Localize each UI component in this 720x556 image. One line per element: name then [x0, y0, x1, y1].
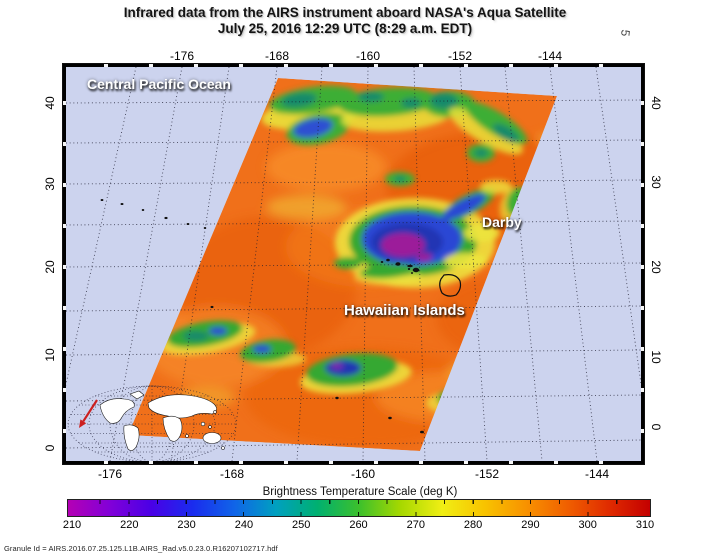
- lat-tick-right-10: 10: [649, 350, 663, 364]
- title-line-2: July 25, 2016 12:29 UTC (8:29 a.m. EDT): [217, 21, 473, 36]
- lat-tick-right-0: 0: [649, 423, 663, 431]
- colorbar: [67, 499, 651, 517]
- location-arrow: [79, 399, 98, 428]
- colorbar-tick-210: 210: [62, 519, 82, 531]
- colorbar-tick-290: 290: [521, 519, 540, 531]
- cold-cloud-patches: [160, 85, 533, 415]
- storm-label: Darby: [482, 214, 522, 230]
- colorbar-tick-270: 270: [406, 519, 425, 531]
- colorbar-tick-260: 260: [349, 519, 368, 531]
- lon-tick-top-4: -152: [447, 49, 473, 63]
- hawaiian-islands-shapes: [380, 258, 462, 297]
- storm-darby-clouds: [334, 180, 512, 288]
- lon-tick-bottom-4: -152: [474, 467, 500, 481]
- colorbar-tick-labels: 210 220 230 240 250 260 270 280 290 300 …: [63, 519, 654, 533]
- lon-tick-top-2: -168: [264, 49, 290, 63]
- lat-tick-right-30: 30: [649, 175, 663, 189]
- map-frame-bottom: [63, 461, 644, 464]
- stray-digit-label: 5: [618, 28, 633, 38]
- map-frame-left: [63, 64, 66, 464]
- colorbar-tick-280: 280: [463, 519, 483, 531]
- lat-tick-left-40: 40: [43, 96, 57, 110]
- continents: [99, 390, 225, 451]
- figure-title: Infrared data from the AIRS instrument a…: [0, 5, 690, 37]
- colorbar-tick-310: 310: [635, 519, 655, 531]
- colorbar-tick-220: 220: [120, 519, 139, 531]
- colorbar-tick-230: 230: [177, 519, 196, 531]
- colorbar-tick-300: 300: [578, 519, 597, 531]
- region-label: Central Pacific Ocean: [87, 76, 231, 92]
- colorbar-tick-240: 240: [234, 519, 254, 531]
- airs-data-swath: [128, 78, 557, 451]
- lon-tick-top-5: -144: [537, 49, 563, 63]
- colorbar-title: Brightness Temperature Scale (deg K): [262, 486, 458, 498]
- lon-tick-bottom-2: -168: [219, 467, 245, 481]
- lon-tick-top-3: -160: [355, 49, 381, 63]
- lat-tick-left-0: 0: [43, 444, 57, 452]
- islands: [100, 199, 462, 434]
- map-frame-top: [63, 64, 644, 67]
- lat-tick-right-40: 40: [649, 96, 663, 110]
- lat-tick-right-20: 20: [649, 260, 663, 274]
- big-island-outline: [439, 274, 462, 297]
- lat-tick-left-10: 10: [43, 348, 57, 362]
- islands-label: Hawaiian Islands: [344, 302, 465, 319]
- title-line-1: Infrared data from the AIRS instrument a…: [123, 5, 567, 20]
- lon-tick-bottom-3: -160: [350, 467, 376, 481]
- colorbar-minor-ticks: [72, 500, 645, 504]
- world-inset-map: [67, 385, 237, 461]
- map-graphic: [66, 67, 641, 461]
- lat-tick-left-20: 20: [43, 260, 57, 274]
- lon-tick-bottom-1: -176: [97, 467, 123, 481]
- map-frame-right: [641, 64, 644, 464]
- granule-id-text: Granule Id = AIRS.2016.07.25.125.L1B.AIR…: [4, 544, 278, 553]
- colorbar-major-ticks: [72, 512, 645, 516]
- lon-tick-bottom-5: -144: [584, 467, 610, 481]
- lon-tick-top-1: -176: [169, 49, 195, 63]
- colorbar-tick-250: 250: [292, 519, 311, 531]
- lat-tick-left-30: 30: [43, 177, 57, 191]
- graticule: [66, 67, 641, 461]
